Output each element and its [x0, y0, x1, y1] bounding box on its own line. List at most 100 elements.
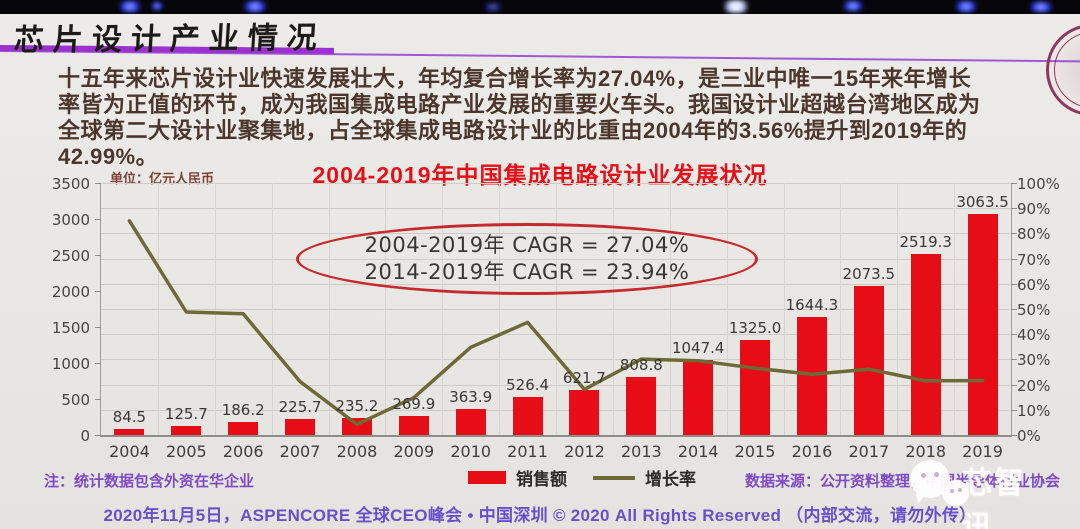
left-axis-tick-label: 3500 — [51, 175, 90, 193]
year-label: 2007 — [279, 442, 321, 461]
sales-legend-label: 销售额 — [516, 470, 567, 489]
left-axis-tick — [95, 327, 101, 328]
sales-bar — [740, 339, 771, 435]
right-axis-tick-label: 0% — [1017, 427, 1041, 445]
bar-value-label: 2073.5 — [842, 264, 896, 283]
footer-copyright: 2020年11月5日，ASPENCORE 全球CEO峰会 • 中国深圳 © 20… — [103, 506, 977, 525]
right-axis-tick — [1011, 258, 1017, 260]
growth-legend-swatch-icon — [593, 475, 635, 480]
right-axis-labels: 100% 90% 80% 70% 60% 50% 40% 30% 20% 10% 0% — [1017, 175, 1079, 445]
left-axis-labels: 3500 3000 2500 2000 1500 1000 500 0 — [24, 175, 90, 445]
gridline — [612, 183, 614, 435]
gridline — [954, 183, 956, 435]
stage-light-icon — [240, 1, 270, 12]
gridline — [897, 183, 899, 435]
bar-value-label: 526.4 — [506, 376, 550, 395]
page-title: 芯片设计产业情况 — [12, 20, 327, 59]
wechat-icon-tail — [916, 494, 926, 504]
year-label: 2009 — [393, 442, 435, 461]
left-axis-tick-label: 3000 — [51, 211, 90, 229]
chart-legend: 销售额 增长率 — [468, 465, 696, 490]
sales-bar — [228, 421, 259, 435]
left-axis-tick-label: 1000 — [51, 355, 90, 373]
year-label: 2018 — [905, 442, 947, 461]
right-axis-tick — [1011, 233, 1017, 235]
slide: 芯片设计产业情况 十五年来芯片设计业快速发展壮大，年均复合增长率为27.04%，… — [0, 14, 1080, 529]
year-label: 2017 — [848, 442, 890, 461]
right-axis-tick-label: 10% — [1017, 401, 1051, 420]
sales-bar — [398, 415, 429, 435]
bar-value-label: 363.9 — [449, 387, 493, 406]
stage-light-icon — [150, 2, 164, 10]
year-label: 2015 — [734, 442, 776, 461]
wechat-icon-small-bubble — [942, 480, 969, 506]
sales-bar — [114, 428, 145, 435]
sales-bar — [171, 425, 202, 435]
gridline — [783, 183, 785, 435]
bar-value-label: 269.9 — [392, 394, 436, 413]
right-axis-tick — [1011, 384, 1017, 386]
right-axis-tick — [1011, 309, 1017, 310]
watermark: 芯智讯 — [906, 454, 1056, 529]
bar-value-label: 84.5 — [112, 407, 147, 426]
year-label: 2019 — [962, 442, 1003, 461]
sales-bar — [683, 359, 714, 435]
gridline — [328, 183, 330, 435]
sales-legend-swatch-icon — [468, 471, 506, 484]
sales-bar — [285, 418, 316, 435]
stage-light-icon — [840, 1, 866, 11]
year-label: 2004 — [109, 442, 150, 461]
left-axis-tick-label: 500 — [61, 391, 90, 409]
year-label: 2008 — [336, 442, 378, 461]
left-axis-tick-label: 0 — [80, 427, 90, 445]
stage-light-icon — [1026, 2, 1056, 12]
right-axis-tick — [1011, 183, 1017, 184]
left-axis-tick-label: 2000 — [51, 283, 90, 301]
gridline — [726, 183, 728, 435]
axis-unit-label: 单位：亿元人民币 — [110, 171, 215, 186]
stage-light-icon — [482, 3, 504, 11]
right-axis-tick-label: 30% — [1017, 351, 1051, 370]
cagr-annotation-line: 2004-2019年 CAGR = 27.04% — [364, 233, 690, 257]
left-axis-tick — [95, 435, 101, 436]
footnote: 注：统计数据包含外资在华企业 — [44, 473, 255, 490]
year-label: 2013 — [620, 442, 662, 461]
right-axis-tick — [1011, 409, 1017, 411]
chart-plot: 2004-2019年 CAGR = 27.04% 2014-2019年 CAGR… — [95, 183, 1017, 461]
left-axis-tick — [95, 363, 101, 364]
watermark-text: 芯智讯 — [962, 467, 1026, 529]
gridline — [669, 183, 671, 435]
body-text-line: 42.99%。 — [58, 144, 159, 169]
year-label: 2005 — [165, 442, 207, 461]
right-axis-tick — [1011, 208, 1017, 210]
right-axis-tick — [1011, 283, 1017, 285]
body-text-line: 率皆为正值的环节，成为我国集成电路产业发展的重要火车头。我国设计业超越台湾地区成… — [58, 92, 981, 117]
left-axis-tick — [95, 399, 101, 400]
bar-value-label: 225.7 — [278, 397, 322, 416]
growth-legend-label: 增长率 — [645, 470, 696, 489]
gridline — [271, 183, 273, 435]
bar-value-label: 186.2 — [221, 400, 265, 419]
bar-value-label: 1325.0 — [728, 318, 782, 337]
body-paragraph: 十五年来芯片设计业快速发展壮大，年均复合增长率为27.04%，是三业中唯一15年… — [58, 66, 1063, 170]
right-axis-tick-label: 100% — [1017, 175, 1060, 193]
sales-bar — [512, 397, 543, 435]
bar-value-label: 1644.3 — [785, 295, 839, 314]
left-axis-tick — [95, 255, 101, 256]
cagr-annotation: 2004-2019年 CAGR = 27.04% 2014-2019年 CAGR… — [296, 223, 758, 295]
gridline — [499, 183, 501, 435]
bar-value-label: 808.8 — [619, 355, 663, 374]
bar-value-label: 2519.3 — [899, 232, 952, 251]
stage-light-icon — [720, 0, 752, 13]
bar-value-label: 235.2 — [335, 397, 379, 416]
cagr-annotation-line: 2014-2019年 CAGR = 23.94% — [364, 260, 690, 284]
sales-bar — [967, 214, 998, 435]
gridline — [840, 183, 842, 435]
data-source-note: 数据来源：公开资料整理，中国半导体行业协会 — [744, 473, 1060, 490]
year-label: 2012 — [564, 442, 605, 461]
year-label: 2016 — [791, 442, 833, 461]
right-axis-tick-label: 50% — [1017, 301, 1051, 319]
right-axis-tick — [1011, 334, 1017, 336]
right-axis-tick — [1011, 435, 1017, 436]
